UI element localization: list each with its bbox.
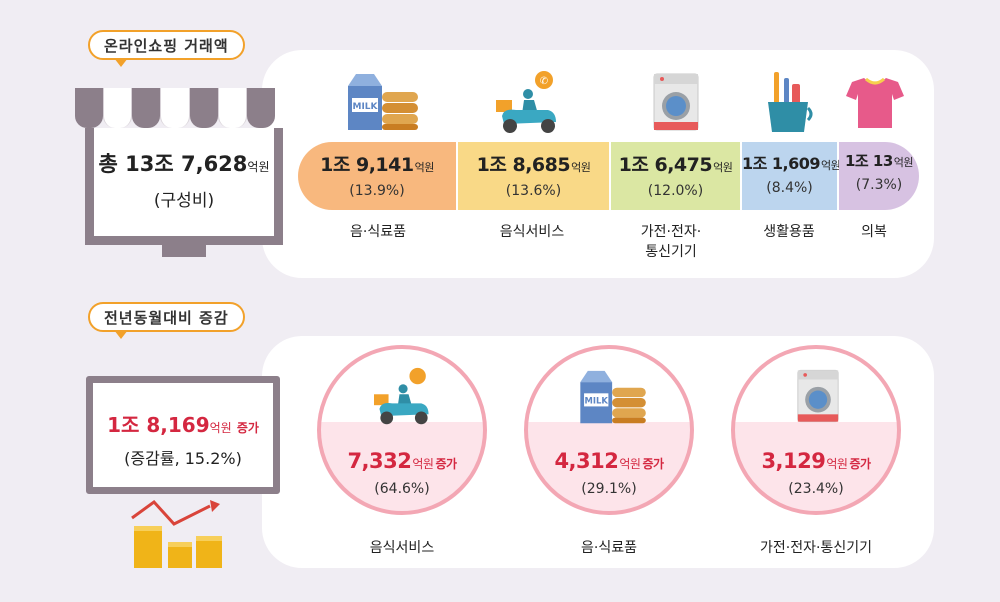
tshirt-icon (846, 77, 904, 128)
increase-word: 증가 (849, 457, 871, 471)
segment-unit: 억원 (571, 161, 591, 174)
segment-amount: 1조 9,141 (320, 154, 414, 176)
increase-amount: 3,129 (761, 449, 826, 473)
category-label-food: 음·식료품 (350, 224, 406, 240)
segment-food-service: 1조 8,685억원 (13.6%) (458, 142, 611, 210)
increase-unit: 억원 (412, 457, 434, 471)
segment-percent: (13.9%) (349, 183, 405, 199)
category-label-electronics: 가전·전자· 통신기기 (616, 222, 726, 262)
increase-percent: (64.6%) (374, 481, 430, 497)
increase-percent: (29.1%) (581, 481, 637, 497)
increase-percent: (23.4%) (788, 481, 844, 497)
segment-unit: 억원 (821, 159, 841, 172)
toothbrush-cup-icon (768, 72, 813, 132)
section-tag-yoy-change: 전년동월대비 증감 (88, 302, 245, 339)
store-stand (162, 245, 206, 257)
category-label-household: 생활용품 (763, 224, 815, 240)
segment-household: 1조 1,609억원 (8.4%) (742, 142, 841, 210)
segment-amount: 1조 6,475 (618, 154, 713, 176)
segment-food: 1조 9,141억원 (13.9%) (298, 142, 458, 210)
increase-amount: 7,332 (347, 449, 412, 473)
segment-percent: (8.4%) (766, 180, 813, 196)
segment-percent: (12.0%) (647, 183, 704, 199)
svg-text:MILK: MILK (352, 102, 378, 112)
increase-total-amount: 1조 8,169 (107, 413, 210, 437)
category-label-line: 가전·전자· (640, 224, 702, 240)
circle-label-food-service: 음식서비스 (369, 540, 435, 556)
segment-electronics: 1조 6,475억원 (12.0%) (611, 142, 742, 210)
category-label-clothing: 의복 (861, 224, 887, 240)
segment-amount: 1조 1,609 (742, 154, 821, 173)
milk-bread-icon: MILK (348, 74, 418, 130)
delivery-scooter-icon (374, 367, 429, 425)
washing-machine-icon (797, 369, 839, 423)
coin-stack-growth-icon (131, 499, 222, 568)
segment-percent: (7.3%) (855, 177, 903, 193)
increase-word: 증가 (642, 457, 664, 471)
increase-amount: 4,312 (554, 449, 619, 473)
segment-unit: 억원 (713, 161, 733, 174)
store-signboard: 총 13조 7,628억원 (구성비) (85, 128, 283, 245)
delivery-scooter-icon: ✆ (496, 71, 556, 133)
segment-unit: 억원 (414, 161, 435, 174)
segment-amount: 1조 8,685 (476, 154, 571, 176)
category-share-bar: 1조 9,141억원 (13.9%) 1조 8,685억원 (13.6%) 1조… (298, 142, 919, 210)
segment-amount: 1조 13 (844, 152, 893, 170)
increase-unit: 억원 (619, 457, 641, 471)
svg-text:MILK: MILK (585, 396, 609, 406)
circle-label-electronics: 가전·전자·통신기기 (760, 540, 872, 556)
segment-percent: (13.6%) (505, 183, 562, 199)
increase-unit: 억원 (826, 457, 848, 471)
increase-circle-food-service: 7,332억원 증가 (64.6%) (317, 345, 487, 515)
increase-total-label: 증가 (236, 421, 259, 435)
segment-clothing: 1조 13억원 (7.3%) (839, 142, 919, 210)
monitor-frame: 1조 8,169억원 증가 (증감률, 15.2%) (86, 376, 280, 494)
total-note: (구성비) (153, 191, 215, 211)
increase-circle-electronics: 3,129억원 증가 (23.4%) (731, 345, 901, 515)
increase-rate-note: (증감률, 15.2%) (124, 449, 242, 468)
milk-bread-icon: MILK (580, 370, 646, 424)
increase-total-unit: 억원 (209, 421, 232, 435)
increase-word: 증가 (435, 457, 457, 471)
total-unit: 억원 (247, 160, 270, 174)
increase-circle-food: MILK 4,312억원 증가 (29.1%) (524, 345, 694, 515)
category-label-line: 통신기기 (645, 244, 697, 260)
total-prefix: 총 (98, 152, 126, 176)
segment-unit: 억원 (893, 156, 914, 169)
total-amount: 13조 7,628 (125, 152, 248, 176)
category-label-food-service: 음식서비스 (499, 224, 565, 240)
circle-label-food: 음·식료품 (581, 540, 637, 556)
svg-text:✆: ✆ (540, 76, 548, 87)
section-tag-online-shopping: 온라인쇼핑 거래액 (88, 30, 245, 67)
store-awning (75, 88, 276, 128)
washing-machine-icon (653, 73, 699, 131)
